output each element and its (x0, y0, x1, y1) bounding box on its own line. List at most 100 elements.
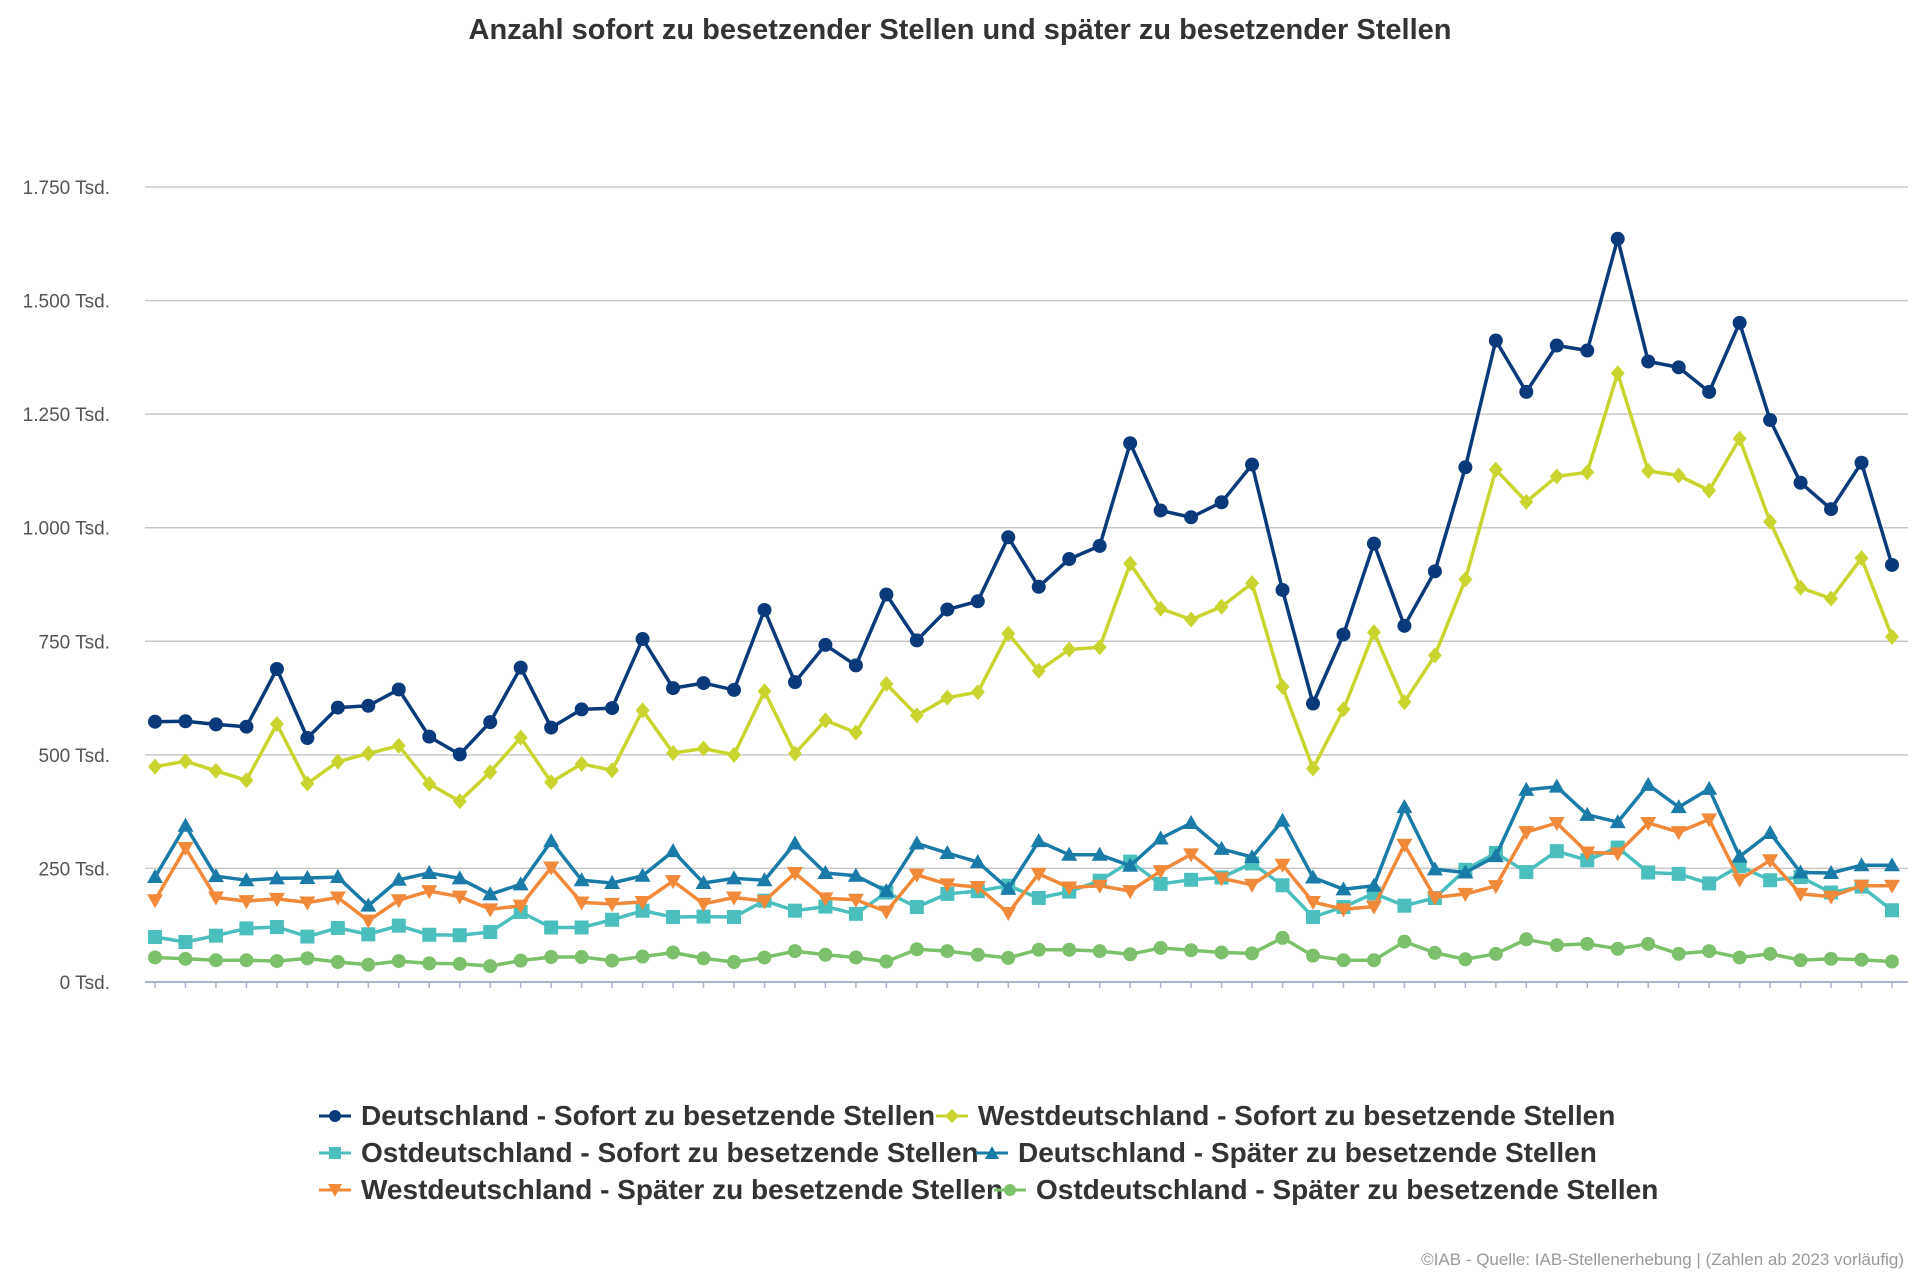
data-point[interactable] (147, 894, 163, 909)
data-point[interactable] (422, 927, 437, 942)
data-point[interactable] (604, 897, 621, 912)
data-point[interactable] (1519, 865, 1534, 880)
data-point[interactable] (574, 755, 589, 772)
data-point[interactable] (1884, 857, 1900, 872)
data-point[interactable] (879, 587, 894, 602)
data-point[interactable] (1306, 696, 1320, 711)
data-point[interactable] (605, 701, 620, 716)
data-point[interactable] (1762, 824, 1779, 839)
data-point[interactable] (422, 956, 437, 971)
data-point[interactable] (1244, 849, 1261, 864)
data-point[interactable] (573, 872, 590, 887)
data-point[interactable] (665, 875, 682, 890)
data-point[interactable] (1824, 951, 1839, 966)
data-point[interactable] (1062, 942, 1077, 957)
data-point[interactable] (1396, 799, 1413, 814)
data-point[interactable] (878, 883, 895, 898)
data-point[interactable] (1397, 934, 1412, 949)
data-point[interactable] (269, 954, 284, 969)
data-point[interactable] (1579, 846, 1596, 861)
data-point[interactable] (1336, 627, 1351, 642)
data-point[interactable] (634, 867, 651, 882)
data-point[interactable] (604, 874, 621, 889)
data-point[interactable] (1426, 891, 1443, 906)
data-point[interactable] (1885, 628, 1899, 645)
data-point[interactable] (1458, 460, 1473, 475)
data-point[interactable] (1365, 877, 1382, 892)
data-point[interactable] (1671, 467, 1686, 484)
data-point[interactable] (238, 872, 255, 887)
data-point[interactable] (1275, 930, 1290, 945)
data-point[interactable] (1641, 462, 1656, 479)
data-point[interactable] (939, 878, 956, 893)
data-point[interactable] (1641, 354, 1656, 369)
data-point[interactable] (1580, 936, 1595, 951)
data-point[interactable] (969, 881, 986, 896)
data-point[interactable] (513, 729, 528, 746)
data-point[interactable] (574, 950, 589, 965)
data-point[interactable] (1061, 881, 1078, 896)
data-point[interactable] (147, 869, 163, 884)
data-point[interactable] (1519, 932, 1534, 947)
data-point[interactable] (818, 947, 833, 962)
data-point[interactable] (300, 929, 315, 944)
data-point[interactable] (391, 737, 406, 754)
data-point[interactable] (361, 698, 376, 713)
data-point[interactable] (1153, 503, 1168, 518)
data-point[interactable] (970, 684, 985, 701)
data-point[interactable] (239, 772, 254, 789)
data-point[interactable] (909, 707, 924, 724)
data-point[interactable] (299, 869, 316, 884)
data-point[interactable] (727, 955, 741, 970)
data-point[interactable] (1763, 873, 1778, 888)
data-point[interactable] (817, 892, 834, 907)
data-point[interactable] (422, 775, 437, 792)
data-point[interactable] (1092, 944, 1107, 959)
data-point[interactable] (786, 835, 803, 850)
data-point[interactable] (1214, 945, 1229, 960)
data-point[interactable] (1153, 600, 1168, 617)
data-point[interactable] (483, 715, 498, 730)
data-point[interactable] (666, 945, 681, 960)
data-point[interactable] (1062, 552, 1077, 567)
data-point[interactable] (451, 890, 468, 905)
data-point[interactable] (391, 682, 406, 697)
data-point[interactable] (1031, 890, 1046, 905)
data-point[interactable] (848, 658, 863, 673)
data-point[interactable] (1854, 550, 1869, 567)
data-point[interactable] (452, 747, 467, 762)
data-point[interactable] (1366, 536, 1381, 551)
data-point[interactable] (695, 874, 712, 889)
data-point[interactable] (818, 712, 833, 729)
data-point[interactable] (940, 602, 955, 617)
data-point[interactable] (1824, 590, 1839, 607)
data-point[interactable] (148, 950, 162, 965)
data-point[interactable] (330, 920, 345, 935)
data-point[interactable] (1274, 812, 1291, 827)
data-point[interactable] (1549, 468, 1564, 485)
data-point[interactable] (1823, 864, 1840, 879)
data-point[interactable] (177, 841, 194, 856)
data-point[interactable] (756, 872, 773, 887)
data-point[interactable] (300, 731, 315, 746)
data-point[interactable] (1000, 880, 1017, 895)
data-point[interactable] (1245, 946, 1260, 961)
data-point[interactable] (361, 957, 376, 972)
data-point[interactable] (787, 745, 802, 762)
data-point[interactable] (268, 870, 285, 885)
data-point[interactable] (818, 899, 833, 914)
data-point[interactable] (1792, 887, 1809, 902)
data-point[interactable] (1763, 513, 1778, 530)
data-point[interactable] (177, 817, 194, 832)
data-point[interactable] (452, 956, 467, 971)
data-point[interactable] (1123, 947, 1138, 962)
data-point[interactable] (605, 762, 620, 779)
data-point[interactable] (1123, 555, 1138, 572)
data-point[interactable] (1245, 457, 1260, 472)
data-point[interactable] (1001, 625, 1016, 642)
data-point[interactable] (1487, 880, 1504, 895)
legend-item-de-spaeter[interactable]: Deutschland - Später zu besetzende Stell… (974, 1137, 1597, 1169)
data-point[interactable] (1701, 780, 1718, 795)
data-point[interactable] (1335, 903, 1352, 918)
data-point[interactable] (1153, 876, 1168, 891)
